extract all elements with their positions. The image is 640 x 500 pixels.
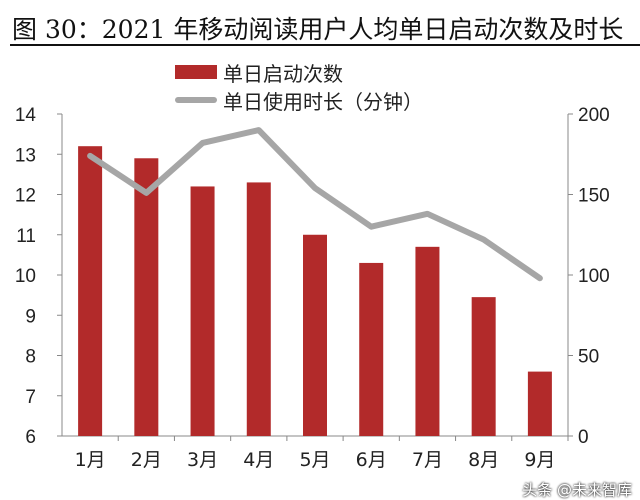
right-tick-label: 150 xyxy=(578,186,610,207)
bar xyxy=(190,186,215,436)
x-tick-label: 4月 xyxy=(243,449,274,471)
left-tick-label: 11 xyxy=(16,226,36,247)
legend-swatch-line xyxy=(175,97,217,103)
x-tick-label: 5月 xyxy=(299,449,330,471)
bar xyxy=(78,146,103,436)
right-tick-label: 50 xyxy=(578,347,599,368)
right-tick-label: 200 xyxy=(578,105,610,126)
x-tick-label: 1月 xyxy=(75,449,106,471)
legend: 单日启动次数 单日使用时长（分钟） xyxy=(175,58,423,114)
bar xyxy=(134,158,159,436)
title-rule xyxy=(10,44,640,46)
bar xyxy=(415,246,440,436)
x-tick-label: 7月 xyxy=(412,449,443,471)
left-tick-label: 9 xyxy=(25,306,36,327)
left-tick-label: 13 xyxy=(15,145,36,166)
bar xyxy=(527,371,552,436)
x-tick-label: 8月 xyxy=(468,449,499,471)
bar xyxy=(246,182,271,436)
left-tick-label: 8 xyxy=(25,347,36,368)
legend-swatch-bar xyxy=(175,65,217,79)
left-tick-label: 14 xyxy=(15,105,37,126)
right-tick-label: 0 xyxy=(578,427,589,448)
x-tick-label: 3月 xyxy=(187,449,218,471)
bar xyxy=(303,234,327,436)
watermark: 头条 @未来智库 xyxy=(522,481,632,499)
x-tick-label: 9月 xyxy=(524,449,555,471)
left-tick-label: 7 xyxy=(25,387,36,408)
bar xyxy=(359,262,384,436)
legend-item-line: 单日使用时长（分钟） xyxy=(175,86,423,114)
x-tick-label: 2月 xyxy=(131,449,162,471)
left-tick-label: 12 xyxy=(15,186,36,207)
x-tick-label: 6月 xyxy=(356,449,387,471)
legend-label: 单日使用时长（分钟） xyxy=(223,89,423,114)
duration-line xyxy=(87,127,543,282)
right-tick-label: 100 xyxy=(578,266,610,287)
legend-label: 单日启动次数 xyxy=(223,61,343,86)
bar xyxy=(471,297,496,436)
figure-title: 图 30：2021 年移动阅读用户人均单日启动次数及时长 xyxy=(12,15,624,44)
legend-item-bar: 单日启动次数 xyxy=(175,58,423,86)
left-tick-label: 6 xyxy=(25,427,36,448)
left-tick-label: 10 xyxy=(15,266,36,287)
